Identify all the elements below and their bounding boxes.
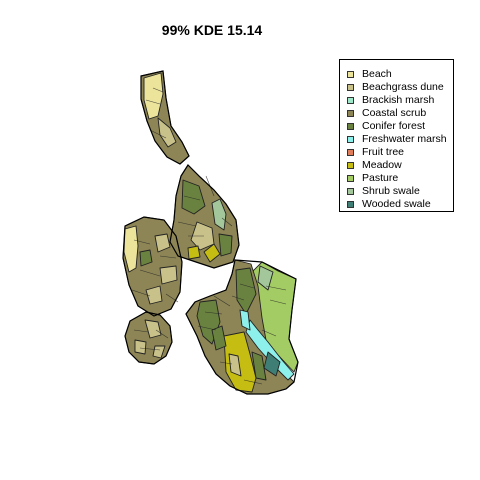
legend-swatch: [347, 84, 354, 91]
legend-swatch: [347, 162, 354, 169]
sw-circle-beachgrass-3: [152, 345, 166, 359]
legend-item: Pasture: [347, 172, 453, 185]
legend-label: Beachgrass dune: [362, 81, 444, 93]
legend-label: Conifer forest: [362, 120, 426, 132]
north-lobe-beachgrass: [157, 117, 177, 148]
legend-label: Fruit tree: [362, 146, 405, 158]
legend-label: Wooded swale: [362, 198, 431, 210]
legend-label: Meadow: [362, 159, 402, 171]
legend-swatch: [347, 136, 354, 143]
legend-item: Beachgrass dune: [347, 81, 453, 94]
se-lobe-wooded-swale: [263, 351, 281, 377]
se-lobe-freshwater-marsh: [245, 319, 295, 381]
west-lobe-conifer: [139, 249, 153, 267]
legend-item: Fruit tree: [347, 146, 453, 159]
legend-item: Beach: [347, 68, 453, 81]
parcel-lines: [131, 87, 287, 385]
kde-contour: [122, 70, 299, 395]
map-title: 99% KDE 15.14: [161, 22, 263, 38]
north-lobe-beach: [143, 72, 164, 120]
legend-swatch: [347, 201, 354, 208]
legend: Beach Beachgrass dune Brackish marsh Coasta…: [339, 59, 454, 212]
legend-swatch: [347, 175, 354, 182]
se-lobe-freshwater-marsh-2: [239, 309, 251, 331]
sw-circle-beachgrass-2: [134, 339, 147, 355]
central-lobe-conifer: [181, 179, 206, 215]
se-lobe-conifer-3: [251, 351, 267, 381]
legend-item: Meadow: [347, 159, 453, 172]
legend-label: Brackish marsh: [362, 94, 435, 106]
legend-swatch: [347, 71, 354, 78]
central-lobe-conifer-2: [218, 233, 233, 257]
legend-label: Coastal scrub: [362, 107, 427, 119]
legend-item: Wooded swale: [347, 198, 453, 211]
legend-swatch: [347, 188, 354, 195]
legend-label: Shrub swale: [362, 185, 420, 197]
se-lobe-shrub-swale: [257, 265, 274, 291]
se-lobe-conifer-2: [235, 267, 257, 315]
central-lobe-shrub-swale: [211, 198, 227, 231]
se-lobe-conifer-4: [211, 325, 227, 351]
legend-item: Shrub swale: [347, 185, 453, 198]
legend-swatch: [347, 149, 354, 156]
legend-item: Coastal scrub: [347, 107, 453, 120]
legend-swatch: [347, 123, 354, 130]
legend-label: Beach: [362, 68, 392, 80]
se-lobe-beachgrass: [228, 353, 242, 377]
legend-label: Pasture: [362, 172, 399, 184]
legend-item: Conifer forest: [347, 120, 453, 133]
west-lobe-beach: [123, 225, 139, 273]
legend-item: Freshwater marsh: [347, 133, 453, 146]
sw-circle-beachgrass: [144, 319, 162, 339]
west-lobe-beachgrass: [154, 233, 171, 253]
legend-item: Brackish marsh: [347, 94, 453, 107]
west-lobe-beachgrass-3: [145, 285, 163, 305]
legend-swatch: [347, 110, 354, 117]
se-lobe-meadow: [223, 331, 257, 393]
west-lobe-beachgrass-2: [159, 265, 178, 285]
legend-label: Freshwater marsh: [362, 133, 447, 145]
legend-swatch: [347, 97, 354, 104]
central-lobe-meadow: [203, 243, 221, 263]
central-lobe-meadow-2: [187, 245, 201, 260]
